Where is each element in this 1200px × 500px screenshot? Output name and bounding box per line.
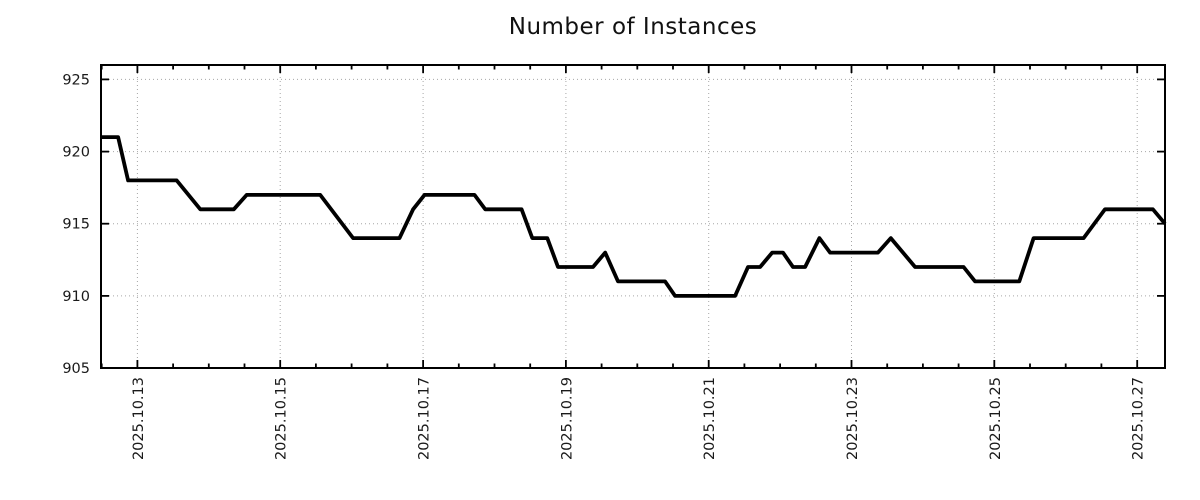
x-tick-label: 2025.10.15 <box>274 377 290 460</box>
x-tick-label: 2025.10.25 <box>988 377 1004 460</box>
x-tick-label: 2025.10.19 <box>559 377 575 460</box>
y-tick-label: 920 <box>62 145 90 161</box>
y-tick-label: 905 <box>62 361 90 377</box>
x-tick-label: 2025.10.17 <box>417 377 433 460</box>
plot-border <box>100 64 1166 369</box>
x-tick-label: 2025.10.27 <box>1131 377 1147 460</box>
y-tick-label: 915 <box>62 217 90 233</box>
x-tick-label: 2025.10.21 <box>702 377 718 460</box>
chart-title: Number of Instances <box>508 14 758 40</box>
x-tick-label: 2025.10.23 <box>845 377 861 460</box>
x-tick-label: 2025.10.13 <box>131 377 147 460</box>
y-tick-label: 910 <box>62 289 90 305</box>
y-tick-label: 925 <box>62 72 90 88</box>
series-line <box>101 135 1167 298</box>
